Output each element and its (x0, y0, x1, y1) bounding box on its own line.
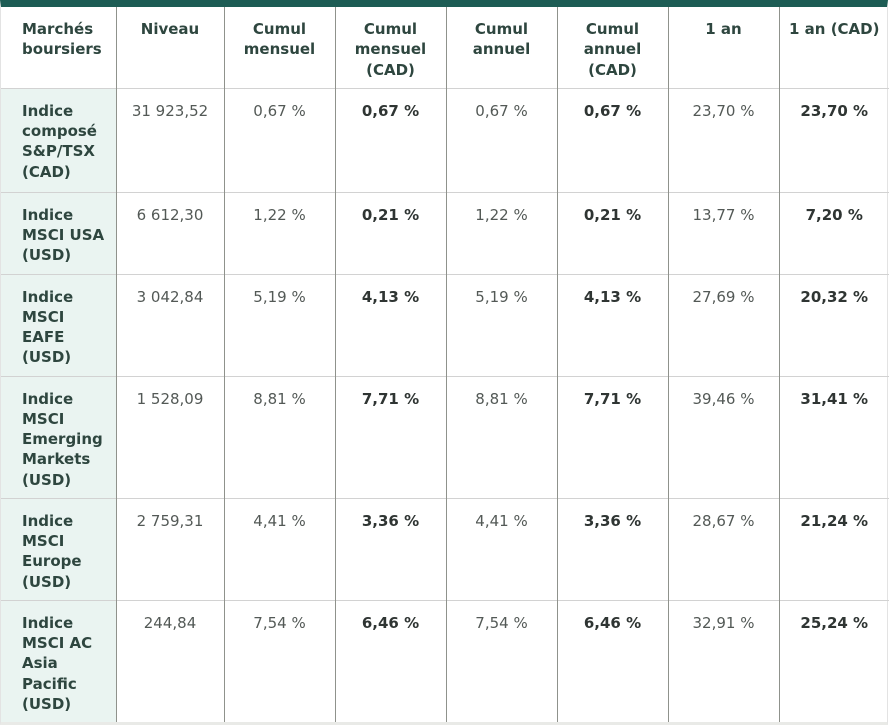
cell-un_an_cad: 31,41 % (778, 375, 889, 499)
row-label: Indice MSCI EAFE (USD) (1, 273, 116, 376)
cell-cumul_mensuel_cad: 3,36 % (334, 497, 446, 601)
cell-un_an: 39,46 % (667, 375, 779, 499)
cell-cumul_annuel: 8,81 % (445, 375, 557, 499)
cell-cumul_annuel: 4,41 % (445, 497, 557, 601)
cell-cumul_mensuel: 1,22 % (223, 191, 335, 274)
cell-niveau: 31 923,52 (115, 87, 224, 193)
cell-cumul_mensuel: 5,19 % (223, 273, 335, 376)
table-row: Indice composé S&P/TSX (CAD) 31 923,52 0,6… (1, 87, 889, 193)
column-header-un_an_cad: 1 an (CAD) (778, 7, 889, 89)
row-label: Indice composé S&P/TSX (CAD) (1, 87, 116, 193)
cell-un_an: 28,67 % (667, 497, 779, 601)
header-row: Marchés boursiers Niveau Cumul mensuel Cumu… (1, 7, 889, 89)
cell-cumul_mensuel: 0,67 % (223, 87, 335, 193)
cell-cumul_annuel: 5,19 % (445, 273, 557, 376)
table-row: Indice MSCI AC Asia Pacific (USD) 244,84 7… (1, 599, 889, 722)
table-row: Indice MSCI EAFE (USD) 3 042,84 5,19 % 4,13… (1, 273, 889, 376)
column-header-cumul_mensuel_cad: Cumul mensuel (CAD) (334, 7, 446, 89)
cell-niveau: 6 612,30 (115, 191, 224, 274)
cell-un_an_cad: 7,20 % (778, 191, 889, 274)
column-header-un_an: 1 an (667, 7, 779, 89)
cell-un_an: 23,70 % (667, 87, 779, 193)
column-header-niveau: Niveau (115, 7, 224, 89)
cell-un_an_cad: 25,24 % (778, 599, 889, 722)
cell-cumul_annuel_cad: 7,71 % (556, 375, 668, 499)
cell-cumul_annuel_cad: 3,36 % (556, 497, 668, 601)
row-label: Indice MSCI Europe (USD) (1, 497, 116, 601)
cell-un_an_cad: 20,32 % (778, 273, 889, 376)
cell-cumul_annuel: 7,54 % (445, 599, 557, 722)
row-label: Indice MSCI AC Asia Pacific (USD) (1, 599, 116, 722)
table-row: Indice MSCI Emerging Markets (USD) 1 528,… (1, 375, 889, 499)
cell-un_an_cad: 23,70 % (778, 87, 889, 193)
cell-cumul_mensuel: 4,41 % (223, 497, 335, 601)
column-header-marches: Marchés boursiers (22, 20, 102, 59)
cell-cumul_annuel: 1,22 % (445, 191, 557, 274)
cell-un_an: 27,69 % (667, 273, 779, 376)
cell-cumul_annuel_cad: 0,67 % (556, 87, 668, 193)
cell-cumul_mensuel: 7,54 % (223, 599, 335, 722)
cell-cumul_mensuel: 8,81 % (223, 375, 335, 499)
row-label: Indice MSCI USA (USD) (1, 191, 116, 274)
cell-cumul_annuel: 0,67 % (445, 87, 557, 193)
cell-un_an: 32,91 % (667, 599, 779, 722)
cell-cumul_annuel_cad: 0,21 % (556, 191, 668, 274)
cell-niveau: 2 759,31 (115, 497, 224, 601)
cell-niveau: 1 528,09 (115, 375, 224, 499)
markets-table: Marchés boursiers Niveau Cumul mensuel Cumu… (1, 7, 889, 722)
cell-cumul_mensuel_cad: 0,21 % (334, 191, 446, 274)
cell-niveau: 244,84 (115, 599, 224, 722)
cell-cumul_mensuel_cad: 7,71 % (334, 375, 446, 499)
table-row: Indice MSCI USA (USD) 6 612,30 1,22 % 0,21 … (1, 191, 889, 274)
column-header-cumul_annuel: Cumul annuel (445, 7, 557, 89)
row-label: Indice MSCI Emerging Markets (USD) (1, 375, 116, 499)
table-row: Indice MSCI Europe (USD) 2 759,31 4,41 % 3,… (1, 497, 889, 601)
cell-cumul_mensuel_cad: 4,13 % (334, 273, 446, 376)
column-header-cumul_mensuel: Cumul mensuel (223, 7, 335, 89)
cell-un_an_cad: 21,24 % (778, 497, 889, 601)
column-header-cumul_annuel_cad: Cumul annuel (CAD) (556, 7, 668, 89)
cell-cumul_annuel_cad: 6,46 % (556, 599, 668, 722)
cell-cumul_annuel_cad: 4,13 % (556, 273, 668, 376)
cell-cumul_mensuel_cad: 0,67 % (334, 87, 446, 193)
cell-cumul_mensuel_cad: 6,46 % (334, 599, 446, 722)
cell-niveau: 3 042,84 (115, 273, 224, 376)
cell-un_an: 13,77 % (667, 191, 779, 274)
